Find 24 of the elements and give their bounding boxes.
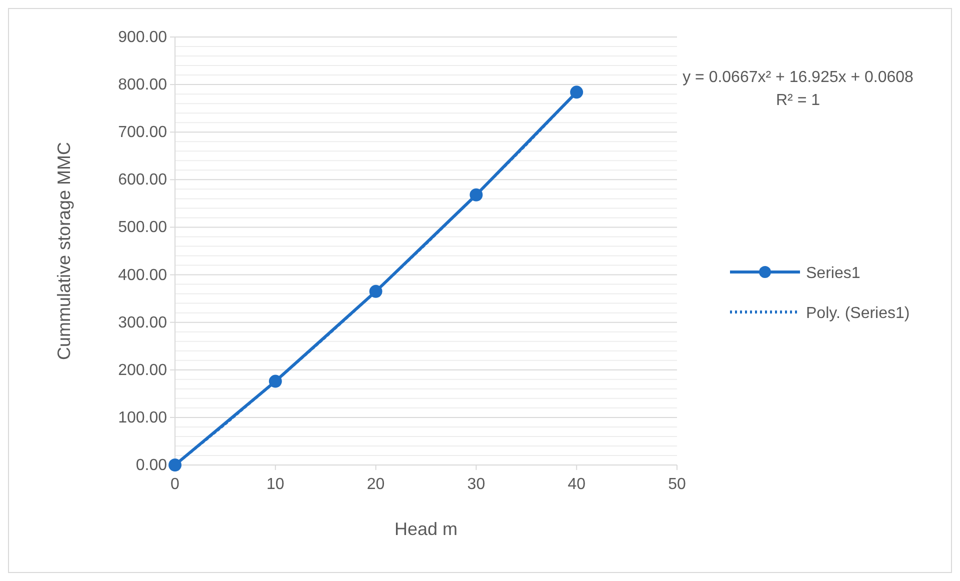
y-tick-label: 900.00 xyxy=(118,29,168,46)
legend-label: Series1 xyxy=(806,265,860,282)
x-axis-title: Head m xyxy=(394,519,458,539)
x-tick-label: 30 xyxy=(467,476,486,493)
y-tick-label: 700.00 xyxy=(118,124,168,142)
x-tick-label: 20 xyxy=(366,476,385,493)
y-tick-label: 300.00 xyxy=(118,314,168,332)
legend-label: Poly. (Series1) xyxy=(806,305,910,322)
y-tick-label: 400.00 xyxy=(118,266,168,284)
text: R² = 1 xyxy=(776,92,820,109)
point xyxy=(570,86,584,99)
y-tick-label: 500.00 xyxy=(118,219,168,236)
y-tick-label: 100.00 xyxy=(118,409,168,426)
y-tick-label: 0.00 xyxy=(136,457,168,474)
x-tick-label: 50 xyxy=(668,476,686,493)
x-tick-label: 0 xyxy=(170,476,180,493)
x-tick-label: 40 xyxy=(568,476,586,493)
y-tick-label: 800.00 xyxy=(118,76,168,94)
text: y = 0.0667x² + 16.925x + 0.0608 xyxy=(682,69,914,86)
y-axis-title: Cummulative storage MMC xyxy=(54,142,74,360)
point xyxy=(168,458,182,472)
y-tick-label: 600.00 xyxy=(118,172,168,189)
y-tick-label: 200.00 xyxy=(118,362,168,379)
x-tick-label: 10 xyxy=(266,476,284,493)
